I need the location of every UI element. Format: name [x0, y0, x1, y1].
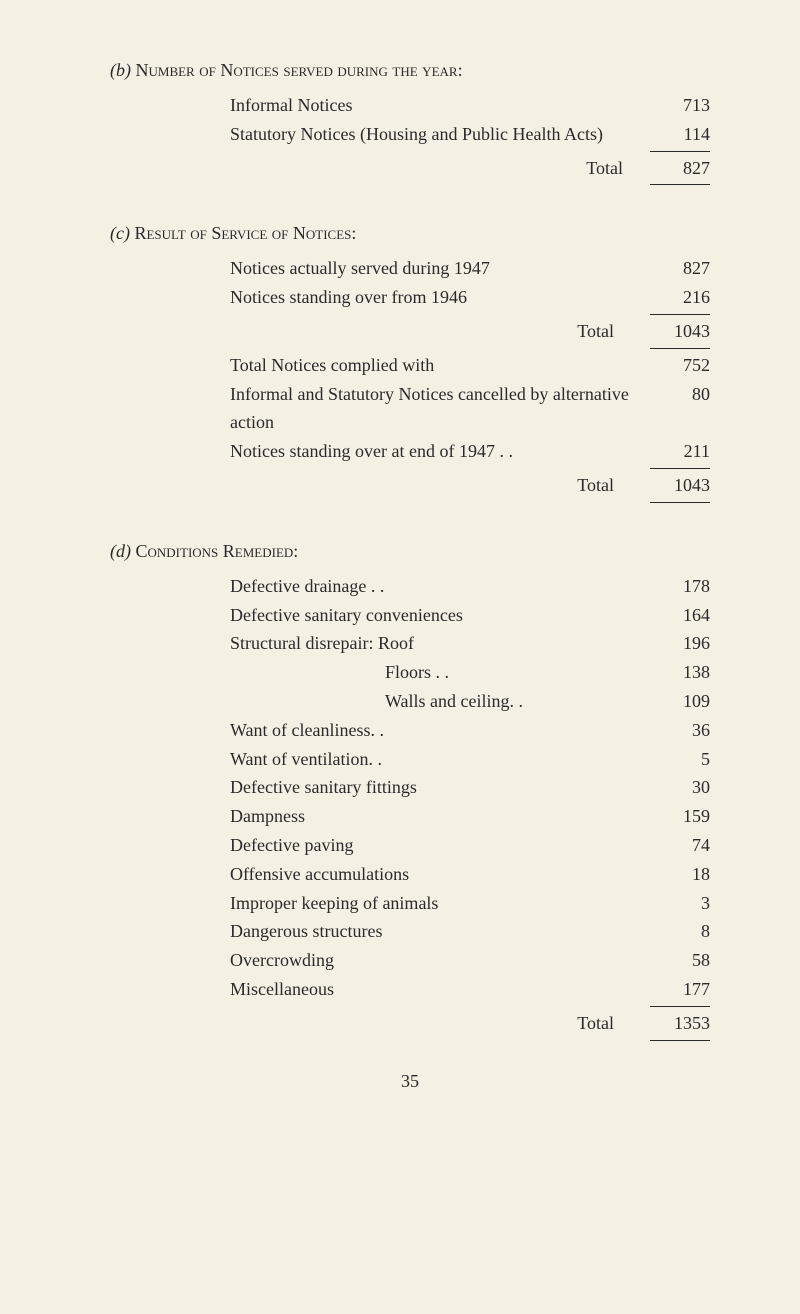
- row-value: 138: [640, 658, 710, 687]
- row-value: 827: [640, 254, 710, 283]
- row-value: 159: [640, 802, 710, 831]
- row-value: 177: [640, 975, 710, 1004]
- row-value: 30: [640, 773, 710, 802]
- rule-line: [650, 502, 710, 503]
- row-label: Miscellaneous: [230, 975, 640, 1004]
- section-b-total: Total 827: [110, 154, 710, 183]
- row-value: 80: [640, 380, 710, 438]
- row-label: Defective sanitary fittings: [230, 773, 640, 802]
- total-value: 1353: [674, 1009, 710, 1038]
- rule-line: [650, 468, 710, 469]
- section-b-row: Informal Notices 713: [110, 91, 710, 120]
- section-d-row: Dangerous structures 8: [110, 917, 710, 946]
- row-value: 5: [640, 745, 710, 774]
- row-label: Want of cleanliness. .: [230, 716, 640, 745]
- row-label: Dampness: [230, 802, 640, 831]
- rule-line: [650, 1006, 710, 1007]
- section-c-row: Total Notices complied with 752: [110, 351, 710, 380]
- section-c-title: Result of Service of Notices:: [134, 223, 356, 243]
- row-label: Dangerous structures: [230, 917, 640, 946]
- section-d-row: Defective sanitary fittings 30: [110, 773, 710, 802]
- section-d-row: Improper keeping of animals 3: [110, 889, 710, 918]
- row-label: Informal and Statutory Notices cancelled…: [230, 380, 640, 438]
- row-value: 713: [640, 91, 710, 120]
- section-d-marker: (d): [110, 541, 131, 561]
- section-c-row: Notices standing over from 1946 216: [110, 283, 710, 312]
- total-value: 1043: [674, 471, 710, 500]
- row-value: 216: [640, 283, 710, 312]
- section-d-row: Structural disrepair: Roof 196: [110, 629, 710, 658]
- row-label: Defective drainage . .: [230, 572, 640, 601]
- section-d-total: Total 1353: [110, 1009, 710, 1038]
- row-value: 18: [640, 860, 710, 889]
- row-value: 58: [640, 946, 710, 975]
- section-b-marker: (b): [110, 60, 131, 80]
- rule-line: [650, 1040, 710, 1041]
- section-c-total2: Total 1043: [110, 471, 710, 500]
- section-c-row: Informal and Statutory Notices cancelled…: [110, 380, 710, 438]
- rule-line: [650, 151, 710, 152]
- row-label: Want of ventilation. .: [230, 745, 640, 774]
- rule-line: [650, 348, 710, 349]
- page-number: 35: [110, 1071, 710, 1092]
- section-b-heading: (b) Number of Notices served during the …: [110, 60, 710, 81]
- section-c-row: Notices standing over at end of 1947 . .…: [110, 437, 710, 466]
- row-value: 109: [640, 687, 710, 716]
- row-value: 211: [640, 437, 710, 466]
- row-label: Improper keeping of animals: [230, 889, 640, 918]
- document-page: (b) Number of Notices served during the …: [0, 0, 800, 1132]
- section-d-row: Walls and ceiling. . 109: [110, 687, 710, 716]
- row-value: 74: [640, 831, 710, 860]
- section-c-total1: Total 1043: [110, 317, 710, 346]
- total-label: Total: [230, 1009, 674, 1038]
- section-b-title: Number of Notices served during the year…: [136, 60, 463, 80]
- row-value: 8: [640, 917, 710, 946]
- section-c-heading: (c) Result of Service of Notices:: [110, 223, 710, 244]
- total-value: 1043: [674, 317, 710, 346]
- section-d-row: Defective sanitary conveniences 164: [110, 601, 710, 630]
- row-value: 164: [640, 601, 710, 630]
- row-label: Offensive accumulations: [230, 860, 640, 889]
- row-value: 196: [640, 629, 710, 658]
- section-d-row: Overcrowding 58: [110, 946, 710, 975]
- row-value: 178: [640, 572, 710, 601]
- section-d-title: Conditions Remedied:: [136, 541, 299, 561]
- row-label: Overcrowding: [230, 946, 640, 975]
- total-label: Total: [230, 471, 674, 500]
- row-label: Notices actually served during 1947: [230, 254, 640, 283]
- rule-line: [650, 314, 710, 315]
- row-label: Total Notices complied with: [230, 351, 640, 380]
- section-d-row: Floors . . 138: [110, 658, 710, 687]
- row-label: Floors . .: [230, 658, 640, 687]
- section-d-row: Dampness 159: [110, 802, 710, 831]
- section-d-row: Defective paving 74: [110, 831, 710, 860]
- section-d-row: Want of cleanliness. . 36: [110, 716, 710, 745]
- row-label: Notices standing over at end of 1947 . .: [230, 437, 640, 466]
- section-d-row: Defective drainage . . 178: [110, 572, 710, 601]
- section-c-row: Notices actually served during 1947 827: [110, 254, 710, 283]
- section-d-heading: (d) Conditions Remedied:: [110, 541, 710, 562]
- row-label: Statutory Notices (Housing and Public He…: [230, 120, 640, 149]
- rule-line: [650, 184, 710, 185]
- row-label: Notices standing over from 1946: [230, 283, 640, 312]
- section-d-row: Want of ventilation. . 5: [110, 745, 710, 774]
- total-label: Total: [230, 154, 683, 183]
- row-label: Structural disrepair: Roof: [230, 629, 640, 658]
- section-c-marker: (c): [110, 223, 130, 243]
- section-d-row: Miscellaneous 177: [110, 975, 710, 1004]
- row-value: 114: [640, 120, 710, 149]
- section-b-row: Statutory Notices (Housing and Public He…: [110, 120, 710, 149]
- row-value: 36: [640, 716, 710, 745]
- row-label: Informal Notices: [230, 91, 640, 120]
- total-value: 827: [683, 154, 710, 183]
- row-label: Walls and ceiling. .: [230, 687, 640, 716]
- row-value: 3: [640, 889, 710, 918]
- row-label: Defective sanitary conveniences: [230, 601, 640, 630]
- total-label: Total: [230, 317, 674, 346]
- row-label: Defective paving: [230, 831, 640, 860]
- row-value: 752: [640, 351, 710, 380]
- section-d-row: Offensive accumulations 18: [110, 860, 710, 889]
